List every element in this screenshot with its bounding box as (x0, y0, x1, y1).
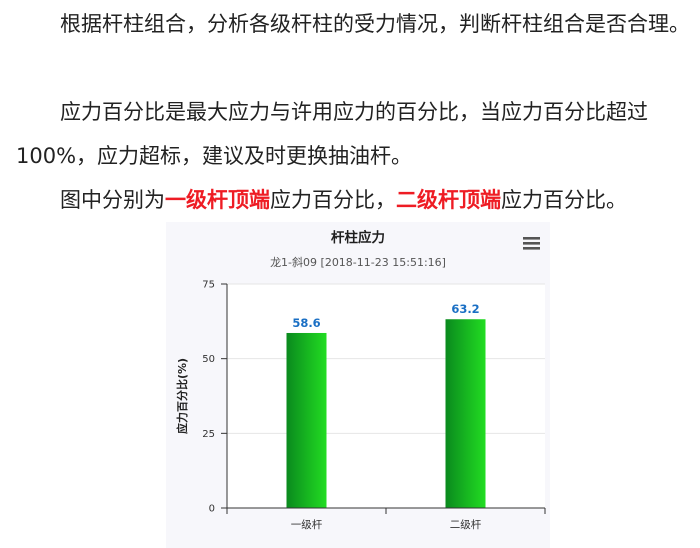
chart-svg: 杆柱应力 龙1-斜09 [2018-11-23 15:51:16] 58.6 63… (175, 229, 546, 531)
y-tick-label: 50 (202, 354, 215, 365)
caption-text-before: 图中分别为 (60, 188, 165, 212)
caption-highlight-second-rod-top: 二级杆顶端 (396, 188, 501, 212)
chart-title: 杆柱应力 (331, 229, 385, 246)
bar-data-label: 58.6 (292, 316, 320, 330)
intro-paragraph: 根据杆柱组合，分析各级杆柱的受力情况，判断杆柱组合是否合理。 (60, 12, 690, 36)
bars: 58.6 63.2 (286, 302, 486, 508)
y-axis-label: 应力百分比(%) (175, 358, 189, 434)
y-tick-label: 75 (202, 280, 215, 291)
chart-menu-button[interactable] (518, 234, 544, 256)
rod-stress-chart: 杆柱应力 龙1-斜09 [2018-11-23 15:51:16] 58.6 63… (166, 222, 550, 548)
x-category-label: 二级杆 (450, 518, 482, 531)
caption-text-after: 应力百分比。 (501, 188, 627, 212)
y-tick-label: 0 (209, 504, 215, 515)
stress-definition-paragraph: 应力百分比是最大应力与许用应力的百分比，当应力百分比超过100%，应力超标，建议… (16, 100, 648, 168)
bar (286, 332, 327, 508)
caption-text-middle: 应力百分比， (270, 188, 396, 212)
bar (445, 319, 486, 508)
bar-data-label: 63.2 (451, 302, 479, 316)
axes: 0 25 50 75 一级杆 二级杆 (202, 280, 546, 531)
caption-highlight-first-rod-top: 一级杆顶端 (165, 188, 270, 212)
chart-caption-paragraph: 图中分别为一级杆顶端应力百分比，二级杆顶端应力百分比。 (16, 178, 690, 222)
plot-area (227, 284, 545, 508)
y-tick-label: 25 (202, 429, 215, 440)
hamburger-menu-icon (523, 237, 540, 250)
x-category-label: 一级杆 (291, 518, 323, 531)
chart-subtitle: 龙1-斜09 [2018-11-23 15:51:16] (270, 256, 446, 269)
grid-lines (227, 283, 545, 434)
